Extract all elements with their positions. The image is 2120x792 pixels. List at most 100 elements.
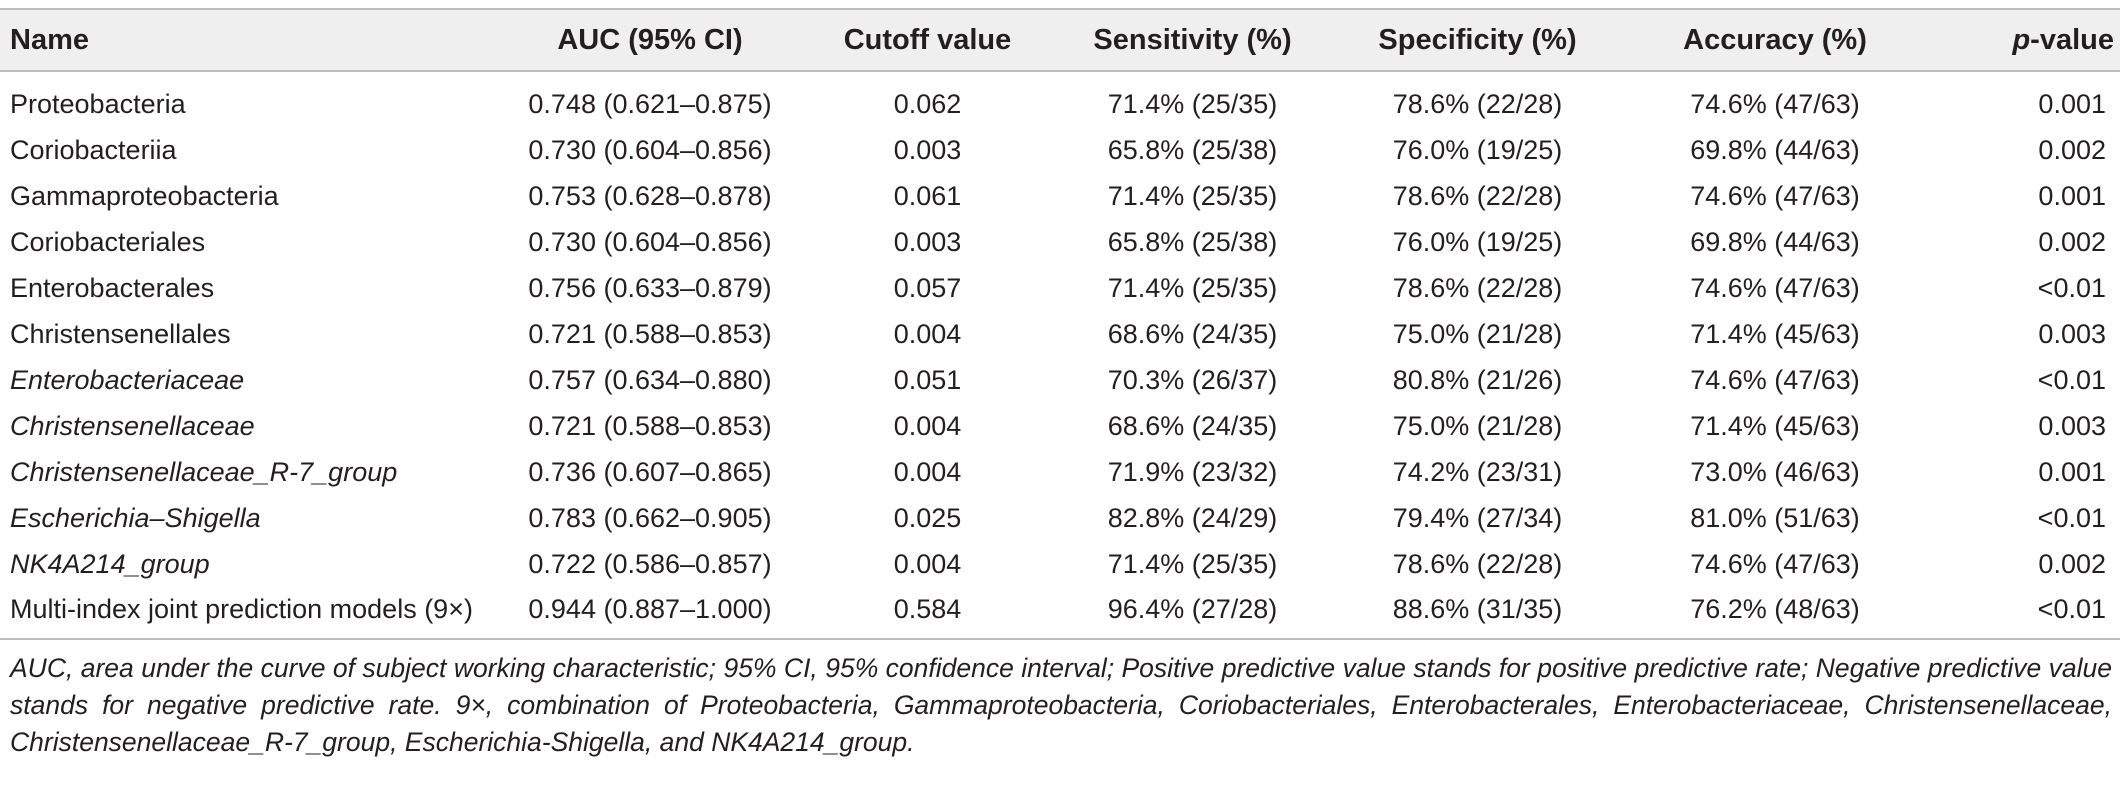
results-table: Name AUC (95% CI) Cutoff value Sensitivi… — [0, 8, 2120, 640]
cell-auc: 0.730 (0.604–0.856) — [528, 134, 772, 165]
table-row: Christensenellales 0.721 (0.588–0.853) 0.0… — [0, 311, 2120, 357]
table-row: Multi-index joint prediction models (9×)… — [0, 587, 2120, 640]
cell-accuracy: 74.6% (47/63) — [1690, 89, 1860, 119]
cell-sensitivity: 96.4% (27/28) — [1055, 587, 1330, 640]
cell-sensitivity: 65.8% (25/38) — [1107, 226, 1278, 257]
cell-auc: 0.748 (0.621–0.875) — [528, 89, 772, 119]
cell-auc: 0.757 (0.634–0.880) — [528, 364, 772, 395]
cell-name: Proteobacteria — [10, 89, 186, 119]
header-p-value: p-value — [1925, 8, 2120, 72]
cell-sensitivity: 68.6% (24/35) — [1107, 318, 1278, 349]
cell-name: Enterobacteriaceae — [10, 364, 245, 395]
table-row: Enterobacterales 0.756 (0.633–0.879) 0.057… — [0, 265, 2120, 311]
cell-specificity: 78.6% (22/28) — [1392, 180, 1563, 211]
cell-sensitivity: 71.4% (25/35) — [1107, 272, 1278, 303]
cell-specificity: 78.6% (22/28) — [1392, 272, 1563, 303]
table-row: NK4A214_group 0.722 (0.586–0.857) 0.004 71.… — [0, 541, 2120, 587]
header-sensitivity: Sensitivity (%) — [1055, 8, 1330, 72]
cell-cutoff: 0.051 — [893, 364, 962, 395]
cell-accuracy: 76.2% (48/63) — [1625, 587, 1925, 640]
cell-p-value: 0.001 — [2038, 180, 2106, 211]
cell-specificity: 78.6% (22/28) — [1392, 89, 1563, 119]
cell-name: Multi-index joint prediction models (9×) — [0, 587, 500, 640]
cell-auc: 0.730 (0.604–0.856) — [528, 226, 772, 257]
table-row: Gammaproteobacteria 0.753 (0.628–0.878) 0.… — [0, 173, 2120, 219]
header-accuracy: Accuracy (%) — [1625, 8, 1925, 72]
header-auc: AUC (95% CI) — [500, 8, 800, 72]
cell-p-value: 0.003 — [2038, 410, 2106, 441]
cell-cutoff: 0.003 — [893, 134, 962, 165]
cell-name: Christensenellaceae_R-7_group — [10, 456, 398, 487]
cell-sensitivity: 82.8% (24/29) — [1107, 502, 1278, 533]
cell-cutoff: 0.057 — [893, 272, 962, 303]
table-body: Proteobacteria 0.748 (0.621–0.875) 0.062 71… — [0, 71, 2120, 640]
table-row: Coriobacteriia 0.730 (0.604–0.856) 0.003 65… — [0, 127, 2120, 173]
cell-specificity: 74.2% (23/31) — [1392, 456, 1563, 487]
cell-cutoff: 0.004 — [893, 318, 962, 349]
cell-p-value: <0.01 — [2037, 502, 2106, 533]
cell-sensitivity: 71.4% (25/35) — [1107, 548, 1278, 579]
cell-accuracy: 69.8% (44/63) — [1690, 134, 1860, 165]
table-footnote: AUC, area under the curve of subject wor… — [10, 653, 2112, 757]
cell-cutoff: 0.004 — [893, 548, 962, 579]
cell-auc: 0.736 (0.607–0.865) — [528, 456, 772, 487]
cell-name: Enterobacterales — [10, 272, 215, 303]
header-specificity: Specificity (%) — [1330, 8, 1625, 72]
cell-name: Coriobacteriia — [10, 134, 177, 165]
cell-sensitivity: 68.6% (24/35) — [1107, 410, 1278, 441]
cell-name: Coriobacteriales — [10, 226, 206, 257]
cell-accuracy: 69.8% (44/63) — [1690, 226, 1860, 257]
cell-name: Gammaproteobacteria — [10, 180, 279, 211]
cell-cutoff: 0.584 — [800, 587, 1055, 640]
cell-sensitivity: 71.9% (23/32) — [1107, 456, 1278, 487]
cell-accuracy: 74.6% (47/63) — [1690, 180, 1860, 211]
header-cutoff: Cutoff value — [800, 8, 1055, 72]
cell-sensitivity: 71.4% (25/35) — [1107, 89, 1278, 119]
cell-cutoff: 0.003 — [893, 226, 962, 257]
cell-cutoff: 0.061 — [893, 180, 962, 211]
cell-p-value: <0.01 — [2037, 364, 2106, 395]
cell-accuracy: 74.6% (47/63) — [1690, 364, 1860, 395]
cell-auc: 0.753 (0.628–0.878) — [528, 180, 772, 211]
cell-cutoff: 0.004 — [893, 410, 962, 441]
cell-accuracy: 71.4% (45/63) — [1690, 318, 1860, 349]
cell-cutoff: 0.004 — [893, 456, 962, 487]
cell-sensitivity: 71.4% (25/35) — [1107, 180, 1278, 211]
cell-p-value: 0.002 — [2038, 548, 2106, 579]
cell-accuracy: 71.4% (45/63) — [1690, 410, 1860, 441]
cell-auc: 0.721 (0.588–0.853) — [528, 410, 772, 441]
cell-auc: 0.944 (0.887–1.000) — [500, 587, 800, 640]
cell-specificity: 88.6% (31/35) — [1330, 587, 1625, 640]
cell-p-value: <0.01 — [2037, 272, 2106, 303]
cell-specificity: 78.6% (22/28) — [1392, 548, 1563, 579]
cell-auc: 0.722 (0.586–0.857) — [528, 548, 772, 579]
cell-name: NK4A214_group — [10, 548, 210, 579]
cell-p-value: 0.002 — [2038, 226, 2106, 257]
table-row: Proteobacteria 0.748 (0.621–0.875) 0.062 71… — [0, 71, 2120, 127]
cell-accuracy: 74.6% (47/63) — [1690, 272, 1860, 303]
table-row: Enterobacteriaceae 0.757 (0.634–0.880) 0.0… — [0, 357, 2120, 403]
header-row: Name AUC (95% CI) Cutoff value Sensitivi… — [0, 8, 2120, 72]
cell-name: Christensenellales — [10, 318, 231, 349]
cell-accuracy: 81.0% (51/63) — [1690, 502, 1860, 533]
cell-p-value: 0.001 — [2038, 456, 2106, 487]
cell-specificity: 76.0% (19/25) — [1392, 134, 1563, 165]
cell-specificity: 80.8% (21/26) — [1392, 364, 1563, 395]
cell-specificity: 79.4% (27/34) — [1392, 502, 1563, 533]
cell-sensitivity: 65.8% (25/38) — [1107, 134, 1278, 165]
cell-name: Escherichia–Shigella — [10, 502, 261, 533]
cell-accuracy: 74.6% (47/63) — [1690, 548, 1860, 579]
cell-auc: 0.721 (0.588–0.853) — [528, 318, 772, 349]
cell-name: Christensenellaceae — [10, 410, 255, 441]
cell-p-value: 0.002 — [2038, 134, 2106, 165]
cell-specificity: 76.0% (19/25) — [1392, 226, 1563, 257]
table-row: Christensenellaceae 0.721 (0.588–0.853) 0.… — [0, 403, 2120, 449]
cell-auc: 0.756 (0.633–0.879) — [528, 272, 772, 303]
cell-accuracy: 73.0% (46/63) — [1690, 456, 1860, 487]
header-p-suffix: -value — [2030, 23, 2114, 56]
table-row: Christensenellaceae_R-7_group 0.736 (0.60… — [0, 449, 2120, 495]
table-row: Coriobacteriales 0.730 (0.604–0.856) 0.003… — [0, 219, 2120, 265]
header-p-italic: p — [2012, 23, 2031, 56]
cell-cutoff: 0.062 — [893, 89, 962, 119]
